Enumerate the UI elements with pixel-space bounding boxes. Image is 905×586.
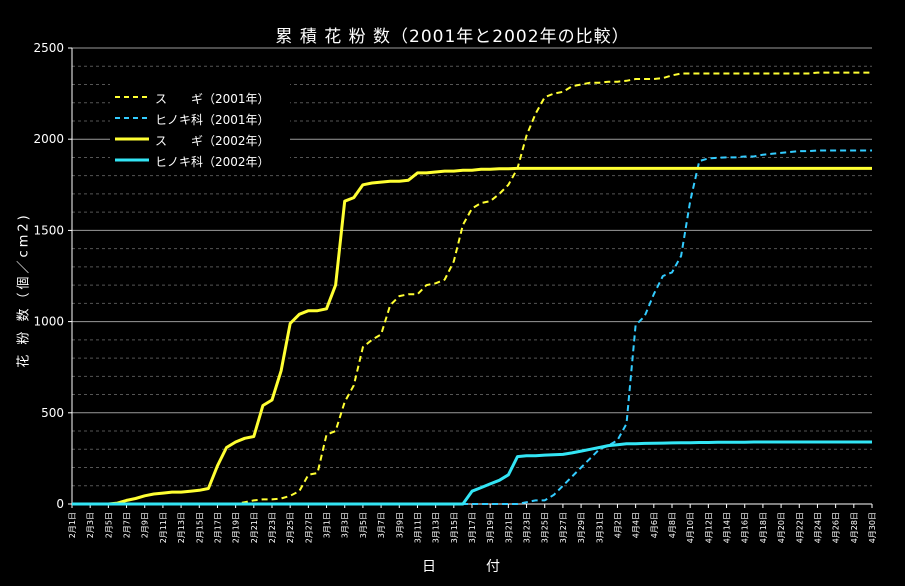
x-tick-label: 3月13日 (432, 512, 441, 543)
series-lines (72, 71, 872, 506)
x-tick-label: 3月19日 (486, 512, 495, 543)
x-tick-label: 3月1日 (323, 512, 332, 538)
chart-title: 累 積 花 粉 数（2001年と2002年の比較） (275, 27, 630, 47)
x-tick-label: 4月24日 (813, 512, 822, 543)
legend-label: ヒノキ科（2002年） (155, 155, 270, 169)
x-tick-label: 2月7日 (123, 512, 132, 538)
x-tick-label: 3月3日 (341, 512, 350, 538)
x-tick-label: 4月16日 (741, 512, 750, 543)
x-tick-label: 4月30日 (868, 512, 877, 543)
y-tick-label: 0 (56, 497, 64, 511)
x-tick-label: 2月9日 (141, 512, 150, 538)
x-axis-label: 日 付 (422, 559, 518, 575)
x-tick-labels: 2月1日 2月3日 2月5日 2月7日 2月9日 2月11日 2月13日 2月15日 2月17日… (68, 504, 877, 543)
x-tick-label: 4月20日 (777, 512, 786, 543)
legend-item-hinoki-2002: ヒノキ科（2002年） (111, 150, 289, 170)
x-tick-label: 4月10日 (686, 512, 695, 543)
x-tick-label: 3月7日 (377, 512, 386, 538)
x-tick-label: 4月22日 (795, 512, 804, 543)
y-tick-label: 2500 (33, 41, 64, 55)
x-tick-label: 4月4日 (632, 512, 641, 538)
x-tick-label: 2月13日 (177, 512, 186, 543)
y-tick-label: 500 (41, 406, 64, 420)
y-tick-label: 2000 (33, 132, 64, 146)
x-tick-label: 3月29日 (577, 512, 586, 543)
x-tick-label: 2月15日 (195, 512, 204, 543)
x-tick-label: 2月11日 (159, 512, 168, 543)
legend-item-sugi-2001: ス ギ（2001年） (111, 87, 289, 107)
y-tick-label: 1500 (33, 223, 64, 237)
y-axis-label: 花 粉 数（個／cm2) (16, 212, 32, 368)
x-tick-label: 3月23日 (523, 512, 532, 543)
x-tick-label: 4月26日 (832, 512, 841, 543)
x-tick-label: 4月2日 (613, 512, 622, 538)
x-tick-label: 4月28日 (850, 512, 859, 543)
x-tick-label: 2月1日 (68, 512, 77, 538)
y-tick-labels: 0 500 1000 1500 2000 2500 (33, 41, 72, 511)
legend: ス ギ（2001年） ヒノキ科（2001年） ス ギ（2002年） ヒノキ科（2… (110, 83, 290, 171)
x-tick-label: 4月12日 (704, 512, 713, 543)
x-tick-label: 4月8日 (668, 512, 677, 538)
x-tick-label: 3月9日 (395, 512, 404, 538)
x-tick-label: 3月25日 (541, 512, 550, 543)
x-tick-label: 4月6日 (650, 512, 659, 538)
x-tick-label: 3月15日 (450, 512, 459, 543)
x-tick-label: 2月17日 (213, 512, 222, 543)
legend-label: ス ギ（2001年） (155, 92, 270, 106)
x-tick-label: 4月14日 (723, 512, 732, 543)
grid-lines (72, 47, 872, 487)
x-tick-label: 3月5日 (359, 512, 368, 538)
x-tick-label: 3月17日 (468, 512, 477, 543)
legend-label: ス ギ（2002年） (155, 134, 270, 148)
series-line-2 (72, 166, 872, 506)
x-tick-label: 2月5日 (104, 512, 113, 538)
x-tick-label: 3月31日 (595, 512, 604, 543)
x-tick-label: 4月18日 (759, 512, 768, 543)
series-line-3 (72, 440, 872, 506)
x-tick-label: 3月11日 (413, 512, 422, 543)
x-tick-label: 2月21日 (250, 512, 259, 543)
x-tick-label: 2月23日 (268, 512, 277, 543)
legend-item-hinoki-2001: ヒノキ科（2001年） (111, 108, 289, 128)
legend-label: ヒノキ科（2001年） (155, 113, 270, 127)
y-tick-label: 1000 (33, 315, 64, 329)
x-tick-label: 3月21日 (504, 512, 513, 543)
x-tick-label: 2月25日 (286, 512, 295, 543)
x-tick-label: 2月19日 (232, 512, 241, 543)
legend-item-sugi-2002: ス ギ（2002年） (111, 129, 289, 149)
x-tick-label: 3月27日 (559, 512, 568, 543)
x-tick-label: 2月27日 (304, 512, 313, 543)
x-tick-label: 2月3日 (86, 512, 95, 538)
